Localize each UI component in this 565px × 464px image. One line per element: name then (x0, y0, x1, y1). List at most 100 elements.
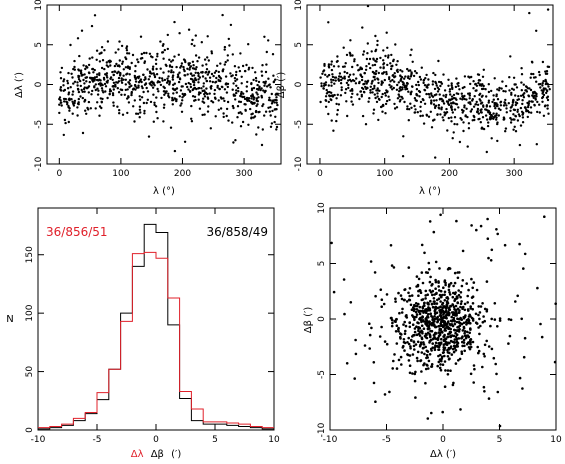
data-point (514, 114, 517, 118)
data-point (505, 111, 508, 114)
data-point (472, 364, 476, 367)
data-point (369, 85, 372, 89)
data-point (466, 330, 469, 334)
data-point (477, 313, 480, 317)
data-point (220, 85, 224, 89)
data-point (448, 267, 452, 270)
data-point (190, 104, 193, 108)
data-point (514, 300, 517, 303)
data-point (172, 98, 175, 102)
data-point (435, 302, 439, 305)
data-point (439, 213, 442, 217)
data-point (198, 76, 202, 79)
data-point (134, 80, 138, 83)
data-point (358, 97, 361, 101)
data-point (407, 75, 410, 78)
data-point (544, 80, 548, 83)
data-point (441, 303, 444, 306)
data-point (424, 297, 427, 300)
data-point (544, 82, 548, 86)
data-point (148, 52, 152, 55)
data-point (212, 74, 215, 78)
data-point (170, 71, 173, 74)
data-point (395, 324, 399, 328)
data-point (428, 220, 432, 223)
data-point (420, 370, 423, 373)
data-point (455, 92, 458, 95)
data-point (321, 72, 324, 76)
data-point (419, 78, 423, 81)
data-point (390, 264, 394, 267)
data-point (176, 73, 180, 76)
data-point (103, 67, 106, 71)
data-point (344, 88, 348, 91)
data-point (522, 93, 525, 96)
data-point (428, 289, 432, 292)
data-point (470, 316, 474, 320)
data-point (457, 84, 460, 88)
data-point (467, 75, 470, 78)
data-point (418, 305, 422, 309)
data-point (226, 54, 229, 57)
data-point (430, 365, 434, 368)
data-point (90, 93, 93, 96)
data-point (322, 87, 325, 90)
data-point (459, 97, 462, 100)
data-point (254, 76, 258, 80)
data-point (539, 82, 542, 86)
data-point (476, 73, 480, 76)
data-point (219, 77, 223, 80)
data-point (92, 71, 95, 74)
data-point (328, 94, 331, 97)
data-point (330, 119, 333, 122)
data-point (385, 31, 388, 34)
data-point (175, 65, 178, 69)
data-point (415, 88, 419, 91)
data-point (138, 75, 141, 78)
data-point (414, 343, 418, 346)
data-point (427, 261, 431, 265)
data-point (523, 336, 527, 340)
data-point (183, 140, 187, 143)
data-point (391, 65, 394, 68)
data-point (272, 74, 275, 77)
data-point (454, 349, 458, 352)
data-point (113, 64, 117, 68)
data-point (354, 352, 358, 356)
data-point (255, 79, 258, 83)
data-point (427, 359, 431, 363)
data-point (167, 92, 170, 96)
data-point (553, 360, 557, 364)
data-point (154, 105, 158, 108)
data-point (112, 73, 116, 77)
data-point (103, 49, 106, 52)
data-point (62, 97, 66, 101)
data-point (241, 120, 245, 124)
data-point (117, 80, 121, 83)
data-point (454, 362, 458, 365)
data-point (434, 156, 437, 159)
data-point (422, 363, 425, 367)
data-point (362, 90, 366, 94)
data-point (424, 336, 428, 339)
data-point (161, 79, 164, 82)
data-point (450, 108, 454, 111)
data-point (476, 107, 480, 111)
data-point (237, 66, 240, 69)
data-point (481, 83, 484, 86)
data-point (327, 112, 330, 116)
data-point (179, 89, 183, 92)
data-point (98, 73, 101, 77)
data-point (453, 116, 457, 119)
data-point (178, 95, 181, 98)
data-point (462, 109, 465, 113)
data-point (510, 93, 513, 96)
data-point (324, 99, 327, 102)
data-point (477, 81, 480, 85)
data-point (433, 315, 436, 318)
data-point (522, 355, 526, 359)
data-point (208, 92, 211, 95)
data-point (463, 97, 466, 101)
data-point (269, 114, 272, 117)
